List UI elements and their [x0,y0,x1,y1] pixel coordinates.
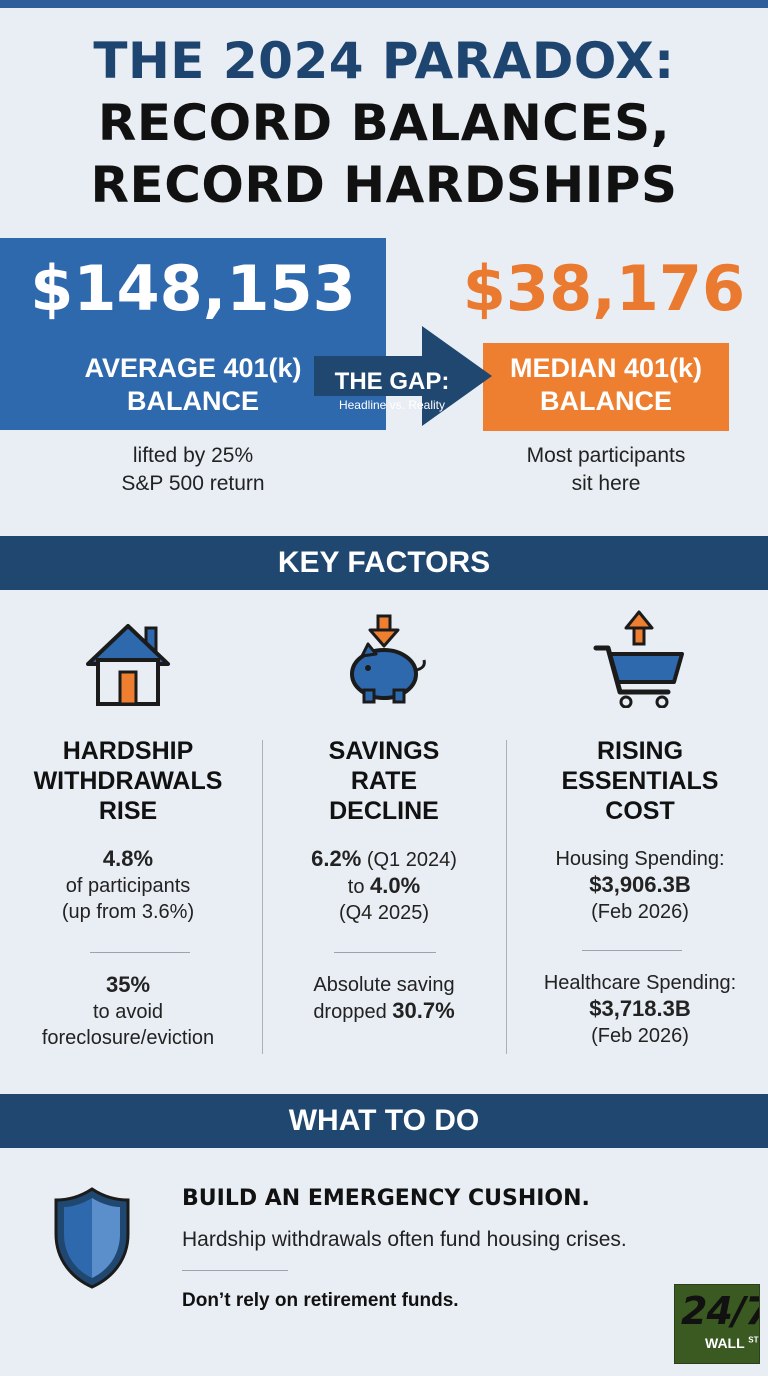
retirement-funds-note: Don’t rely on retirement funds. [182,1290,459,1311]
savings-title: SAVINGS RATE DECLINE [256,736,512,826]
gap-arrow-icon [314,326,492,426]
shopping-cart-icon [593,610,684,708]
median-balance-panel [483,343,729,431]
average-balance-label: AVERAGE 401(k) BALANCE [60,352,326,418]
essentials-column: RISING ESSENTIALS COST Housing Spending:… [512,600,768,1070]
savings-rate-start: 6.2% [311,846,362,871]
logo-word: WALL ST [705,1335,759,1351]
average-note: lifted by 25% S&P 500 return [60,442,326,498]
savings-rate-to: to [347,876,371,898]
hardship-title: HARDSHIP WITHDRAWALS RISE [0,736,256,826]
healthcare-spending-date: (Feb 2026) [591,1025,689,1047]
hardship-stat-1-value: 4.8% [102,846,154,871]
essentials-title-line-1: RISING [596,737,684,765]
essentials-title: RISING ESSENTIALS COST [512,736,768,826]
housing-spending-date: (Feb 2026) [591,901,689,923]
house-icon [86,624,170,706]
column-divider-2 [506,740,507,1054]
hardship-divider [90,952,190,953]
emergency-cushion-subtitle: Hardship withdrawals often fund housing … [182,1228,627,1251]
top-accent-bar [0,0,768,8]
median-note-line-1: Most participants [526,444,686,467]
title-line-3: RECORD HARDSHIPS [90,156,678,214]
median-label-line-2: BALANCE [540,386,672,416]
housing-spending-stat: Housing Spending: $3,906.3B (Feb 2026) [512,846,768,925]
hardship-column: HARDSHIP WITHDRAWALS RISE 4.8% of partic… [0,600,256,1070]
hardship-stat-1: 4.8% of participants (up from 3.6%) [0,846,256,925]
key-factors-heading: KEY FACTORS [0,536,768,590]
piggy-bank-icon [350,614,426,704]
savings-title-line-3: DECLINE [329,797,439,825]
savings-absolute-prefix: dropped [313,1001,393,1023]
column-divider-1 [262,740,263,1054]
median-note: Most participants sit here [483,442,729,498]
healthcare-spending-value: $3,718.3B [589,996,691,1021]
hardship-title-line-2: WITHDRAWALS [33,767,223,795]
average-label-line-2: BALANCE [127,386,259,416]
hardship-stat-2-line-1: to avoid [92,1001,164,1023]
hardship-stat-1-line-1: of participants [65,875,191,897]
hardship-title-line-1: HARDSHIP [62,737,194,765]
median-balance-amount: $38,176 [462,252,746,325]
median-note-line-2: sit here [571,472,641,495]
hardship-title-line-3: RISE [98,797,158,825]
hardship-stat-2-value: 35% [105,972,151,997]
logo-word-text: WALL [705,1335,745,1351]
average-note-line-1: lifted by 25% [132,444,254,467]
savings-absolute-line-1: Absolute saving [313,974,455,996]
what-to-do-divider [182,1270,288,1271]
savings-divider [334,952,436,953]
essentials-title-line-2: ESSENTIALS [561,767,719,795]
emergency-cushion-title: BUILD AN EMERGENCY CUSHION. [182,1186,590,1211]
healthcare-spending-stat: Healthcare Spending: $3,718.3B (Feb 2026… [512,970,768,1049]
savings-rate-end: 4.0% [370,873,421,898]
savings-rate-stat: 6.2% (Q1 2024) to 4.0% (Q4 2025) [256,846,512,926]
logo-suffix: ST [748,1335,759,1345]
savings-title-line-2: RATE [350,767,418,795]
savings-title-line-1: SAVINGS [328,737,440,765]
brand-logo: 24/7 WALL ST [674,1284,760,1364]
average-note-line-2: S&P 500 return [121,472,265,495]
hardship-stat-2: 35% to avoid foreclosure/eviction [0,972,256,1051]
hardship-stat-1-line-2: (up from 3.6%) [61,901,195,923]
page-title: THE 2024 PARADOX: RECORD BALANCES, RECOR… [0,30,768,216]
average-balance-panel [0,238,386,430]
housing-spending-label: Housing Spending: [555,848,725,870]
title-line-2: RECORD BALANCES, [97,94,671,152]
hardship-stat-2-line-2: foreclosure/eviction [41,1027,215,1049]
housing-spending-value: $3,906.3B [589,872,691,897]
average-label-line-1: AVERAGE 401(k) [84,353,302,383]
gap-title: THE GAP: [334,368,450,395]
healthcare-spending-label: Healthcare Spending: [543,972,737,994]
average-balance-amount: $148,153 [30,252,356,325]
median-balance-label: MEDIAN 401(k) BALANCE [483,352,729,418]
savings-absolute-stat: Absolute saving dropped 30.7% [256,972,512,1025]
logo-number: 24/7 [681,1289,759,1333]
title-line-1: THE 2024 PARADOX: [93,32,675,90]
savings-rate-end-period: (Q4 2025) [338,902,430,924]
savings-rate-start-period: (Q1 2024) [361,849,457,871]
what-to-do-heading: WHAT TO DO [0,1094,768,1148]
essentials-title-line-3: COST [605,797,675,825]
shield-icon [54,1187,130,1289]
median-label-line-1: MEDIAN 401(k) [509,353,703,383]
essentials-divider [582,950,682,951]
gap-subtitle: Headline vs. Reality [338,398,446,412]
savings-column: SAVINGS RATE DECLINE 6.2% (Q1 2024) to 4… [256,600,512,1070]
savings-absolute-value: 30.7% [392,998,455,1023]
